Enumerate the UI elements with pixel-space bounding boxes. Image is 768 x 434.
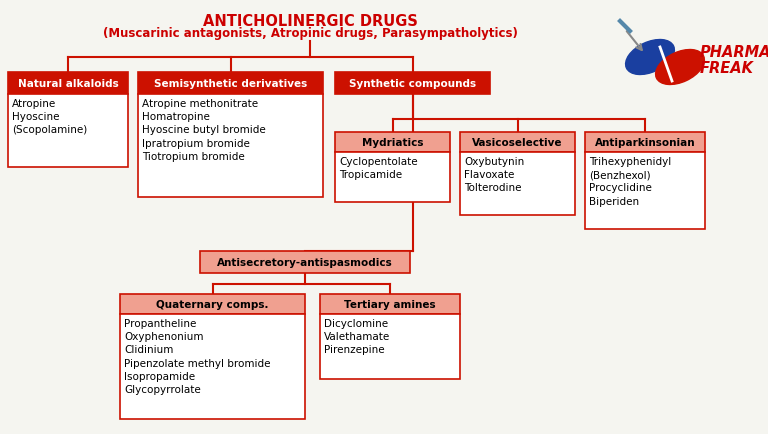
FancyBboxPatch shape	[585, 153, 705, 230]
FancyBboxPatch shape	[8, 73, 128, 95]
FancyBboxPatch shape	[138, 95, 323, 197]
Ellipse shape	[656, 50, 704, 85]
FancyBboxPatch shape	[200, 251, 410, 273]
Text: Antisecretory-antispasmodics: Antisecretory-antispasmodics	[217, 257, 393, 267]
Text: Quaternary comps.: Quaternary comps.	[156, 299, 269, 309]
Text: (Muscarinic antagonists, Atropinic drugs, Parasympatholytics): (Muscarinic antagonists, Atropinic drugs…	[103, 27, 518, 40]
Text: Semisynthetic derivatives: Semisynthetic derivatives	[154, 79, 307, 89]
FancyBboxPatch shape	[320, 294, 460, 314]
Text: Synthetic compounds: Synthetic compounds	[349, 79, 476, 89]
Text: Propantheline
Oxyphenonium
Clidinium
Pipenzolate methyl bromide
Isopropamide
Gly: Propantheline Oxyphenonium Clidinium Pip…	[124, 318, 270, 394]
Text: ANTICHOLINERGIC DRUGS: ANTICHOLINERGIC DRUGS	[203, 14, 418, 29]
Text: Atropine methonitrate
Homatropine
Hyoscine butyl bromide
Ipratropium bromide
Tio: Atropine methonitrate Homatropine Hyosci…	[142, 99, 266, 161]
FancyBboxPatch shape	[460, 133, 575, 153]
FancyBboxPatch shape	[8, 95, 128, 168]
FancyBboxPatch shape	[460, 153, 575, 216]
FancyBboxPatch shape	[138, 73, 323, 95]
FancyBboxPatch shape	[120, 314, 305, 419]
FancyBboxPatch shape	[320, 314, 460, 379]
Text: Atropine
Hyoscine
(Scopolamine): Atropine Hyoscine (Scopolamine)	[12, 99, 88, 135]
Text: Tertiary amines: Tertiary amines	[344, 299, 435, 309]
Text: Trihexyphenidyl
(Benzhexol)
Procyclidine
Biperiden: Trihexyphenidyl (Benzhexol) Procyclidine…	[589, 157, 671, 206]
FancyBboxPatch shape	[335, 73, 490, 95]
Text: Cyclopentolate
Tropicamide: Cyclopentolate Tropicamide	[339, 157, 418, 180]
Text: Mydriatics: Mydriatics	[362, 138, 423, 148]
FancyBboxPatch shape	[585, 133, 705, 153]
FancyBboxPatch shape	[335, 133, 450, 153]
FancyBboxPatch shape	[335, 153, 450, 203]
Text: Oxybutynin
Flavoxate
Tolterodine: Oxybutynin Flavoxate Tolterodine	[464, 157, 525, 193]
Text: Dicyclomine
Valethamate
Pirenzepine: Dicyclomine Valethamate Pirenzepine	[324, 318, 390, 355]
Text: Antiparkinsonian: Antiparkinsonian	[594, 138, 695, 148]
Text: PHARMACY
FREAK: PHARMACY FREAK	[700, 45, 768, 76]
Ellipse shape	[626, 40, 674, 76]
Text: Vasicoselective: Vasicoselective	[472, 138, 563, 148]
FancyBboxPatch shape	[120, 294, 305, 314]
Text: Natural alkaloids: Natural alkaloids	[18, 79, 118, 89]
